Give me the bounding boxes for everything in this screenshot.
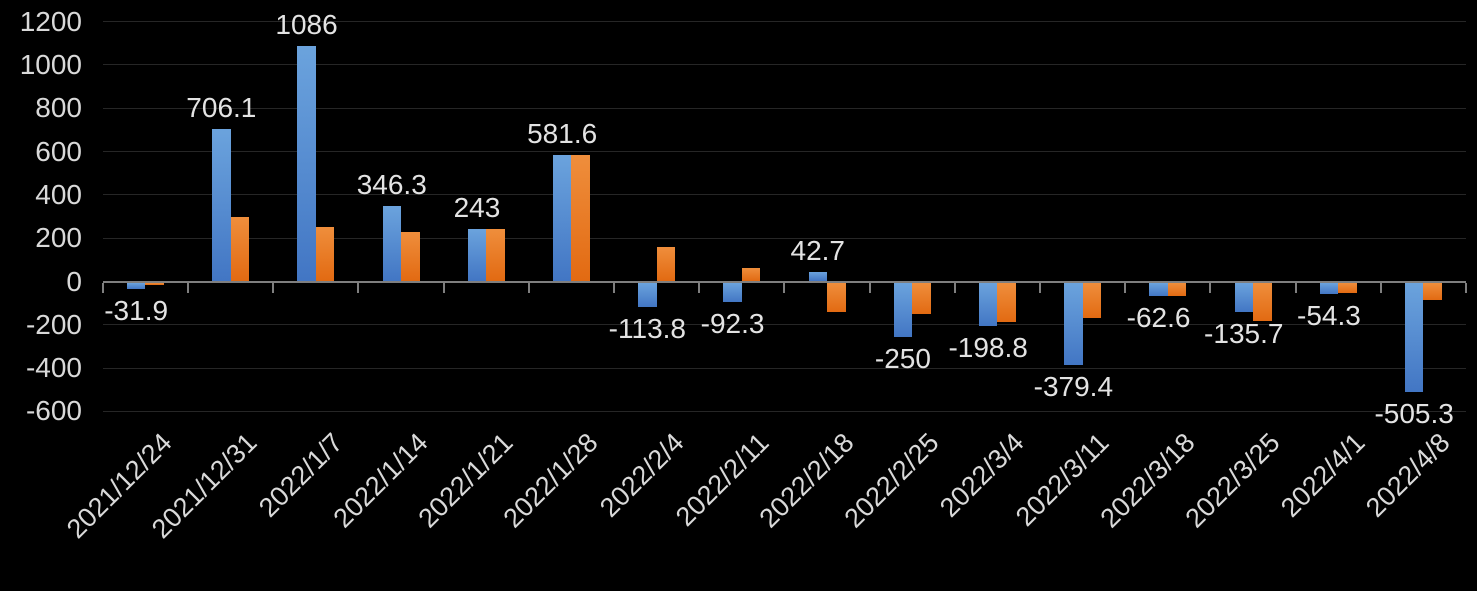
x-axis-line bbox=[102, 280, 1466, 283]
data-label: -379.4 bbox=[1033, 370, 1114, 402]
gridline bbox=[102, 410, 1466, 412]
gridline bbox=[102, 367, 1466, 369]
bar-orange bbox=[912, 282, 931, 314]
bar-blue bbox=[1064, 282, 1083, 365]
axis-tick bbox=[783, 282, 786, 293]
bar-blue bbox=[1404, 282, 1424, 392]
data-label: -198.8 bbox=[948, 331, 1028, 363]
axis-tick bbox=[1124, 282, 1127, 293]
data-label: -31.9 bbox=[104, 295, 169, 327]
data-label: -62.6 bbox=[1126, 302, 1191, 334]
bar-orange bbox=[827, 282, 846, 312]
y-axis-label: 200 bbox=[35, 222, 82, 254]
bar-orange bbox=[1338, 282, 1357, 294]
axis-tick bbox=[527, 282, 530, 293]
bar-blue bbox=[1149, 282, 1168, 297]
axis-tick bbox=[868, 282, 871, 293]
y-axis-label: -400 bbox=[25, 352, 82, 384]
bar-orange bbox=[997, 282, 1016, 323]
data-label: 42.7 bbox=[790, 235, 846, 267]
data-label: -92.3 bbox=[700, 308, 765, 340]
axis-tick bbox=[953, 282, 956, 293]
axis-tick bbox=[442, 282, 445, 293]
bar-blue bbox=[126, 282, 146, 290]
bar-orange bbox=[1167, 282, 1187, 297]
axis-tick bbox=[613, 282, 615, 293]
axis-tick bbox=[1039, 282, 1041, 293]
gridline bbox=[102, 21, 1466, 23]
data-label: 1086 bbox=[275, 9, 338, 41]
bar-orange bbox=[401, 231, 420, 282]
bar-blue bbox=[978, 282, 998, 326]
bar-blue bbox=[1234, 282, 1253, 312]
data-label: -505.3 bbox=[1374, 397, 1454, 429]
bar-blue bbox=[638, 282, 657, 308]
y-axis-label: 0 bbox=[66, 265, 82, 297]
bar-blue bbox=[297, 46, 316, 282]
bar-blue bbox=[467, 228, 487, 282]
y-axis-label: -200 bbox=[25, 308, 82, 340]
y-axis-label: 400 bbox=[35, 178, 82, 210]
y-axis-label: 600 bbox=[35, 135, 82, 167]
axis-tick bbox=[1294, 282, 1297, 293]
data-label: -250 bbox=[874, 342, 931, 374]
bar-orange bbox=[741, 268, 761, 282]
axis-tick bbox=[101, 282, 104, 293]
bar-orange bbox=[1082, 282, 1102, 318]
data-label: 706.1 bbox=[186, 91, 257, 123]
bar-orange bbox=[486, 229, 505, 282]
bar-orange bbox=[230, 216, 250, 282]
bar-orange bbox=[315, 226, 335, 282]
data-label: 581.6 bbox=[527, 118, 598, 150]
bar-orange bbox=[656, 247, 676, 282]
gridline bbox=[102, 64, 1466, 66]
gridline bbox=[102, 324, 1466, 326]
bar-orange bbox=[1253, 282, 1272, 322]
y-axis-label: 1000 bbox=[19, 48, 82, 80]
bar-blue bbox=[808, 272, 827, 282]
bar-blue bbox=[382, 206, 401, 282]
axis-tick bbox=[187, 282, 189, 293]
axis-tick bbox=[357, 282, 360, 293]
bar-blue bbox=[1319, 282, 1339, 295]
axis-tick bbox=[1209, 282, 1212, 293]
data-label: -54.3 bbox=[1297, 300, 1361, 332]
axis-tick bbox=[272, 282, 275, 293]
bar-orange bbox=[571, 154, 590, 282]
data-label: -135.7 bbox=[1204, 317, 1284, 349]
x-axis-label: 2022/4/1 bbox=[1275, 427, 1371, 523]
gridline bbox=[102, 194, 1466, 196]
axis-tick bbox=[1379, 282, 1382, 293]
bar-blue bbox=[552, 155, 572, 282]
x-axis-label: 2022/4/8 bbox=[1360, 427, 1456, 523]
gridline bbox=[102, 107, 1466, 109]
data-label: 243 bbox=[453, 191, 501, 223]
axis-tick bbox=[1465, 282, 1467, 293]
data-label: -113.8 bbox=[608, 313, 687, 345]
gridline bbox=[102, 237, 1466, 239]
bar-blue bbox=[893, 282, 913, 337]
bar-orange bbox=[145, 282, 164, 285]
data-label: 346.3 bbox=[356, 169, 427, 201]
y-axis-label: -600 bbox=[25, 395, 82, 427]
axis-tick bbox=[698, 282, 701, 293]
bar-blue bbox=[723, 282, 742, 303]
y-axis-label: 1200 bbox=[19, 5, 82, 37]
bar-orange bbox=[1423, 282, 1442, 301]
gridline bbox=[102, 151, 1466, 152]
y-axis-label: 800 bbox=[35, 92, 82, 124]
bar-blue bbox=[212, 128, 231, 282]
